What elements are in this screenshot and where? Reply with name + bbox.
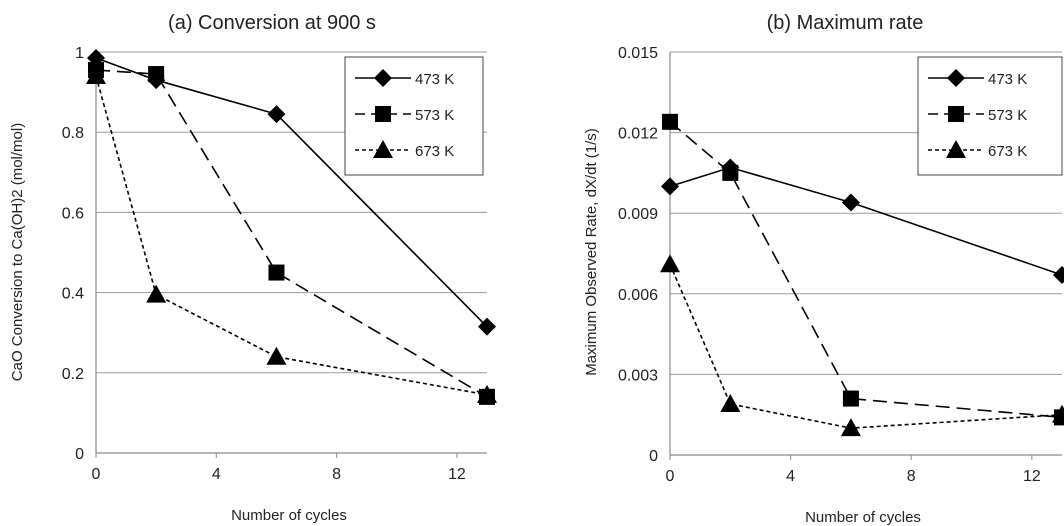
y-tick-label: 0 (649, 448, 658, 465)
legend-box (344, 56, 484, 176)
chart-b: (b) Maximum rate 0 0.003 0.006 0.009 0.012 0.0… (583, 12, 1064, 526)
legend-label: 473 K (988, 71, 1027, 88)
legend-square-marker (948, 106, 964, 122)
data-point-square (268, 264, 285, 281)
x-tick-label: 0 (666, 468, 675, 485)
legend-label: 673 K (988, 143, 1027, 160)
x-tick-label: 8 (332, 466, 341, 483)
series-line-2 (669, 263, 1063, 429)
data-point-triangle (146, 284, 167, 303)
x-tick-label: 12 (1023, 468, 1041, 485)
series-line-1 (95, 69, 488, 398)
data-point-diamond (1053, 265, 1064, 284)
data-point-diamond (841, 193, 860, 212)
data-point-diamond (478, 317, 496, 336)
y-tick-label: 1 (75, 45, 84, 62)
y-axis-label: Maximum Observed Rate, dX/dt (1/s) (583, 128, 600, 376)
chart-a: (a) Conversion at 900 s 0 0.2 0.4 0.6 0.8 1 0 4 8… (9, 12, 497, 524)
legend-box (917, 56, 1063, 176)
legend-diamond-marker (374, 69, 392, 87)
y-tick-label: 0.006 (618, 287, 658, 304)
x-tick-label: 12 (448, 466, 466, 483)
series-line-2 (95, 75, 488, 396)
y-tick-label: 0.4 (62, 286, 84, 303)
y-tick-label: 0.6 (62, 205, 84, 222)
data-point-triangle (660, 254, 680, 273)
data-point-square (662, 113, 678, 130)
data-point-triangle (720, 393, 741, 412)
series-line-0 (669, 166, 1063, 276)
data-point-square (842, 390, 859, 407)
legend-label: 573 K (415, 107, 454, 124)
chart-title: (a) Conversion at 900 s (168, 12, 376, 34)
legend-triangle-marker (946, 140, 966, 158)
x-tick-label: 8 (907, 468, 916, 485)
series-line-0 (95, 57, 488, 328)
legend-label: 473 K (415, 71, 454, 88)
legend-square-marker (375, 106, 391, 122)
data-point-square (722, 164, 739, 181)
legend-diamond-marker (947, 69, 965, 87)
x-axis-label: Number of cycles (231, 507, 347, 524)
data-point-triangle (1052, 404, 1064, 423)
data-point-diamond (661, 177, 679, 196)
y-tick-label: 0.012 (618, 126, 658, 143)
x-axis-label: Number of cycles (805, 509, 921, 526)
data-point-diamond (267, 105, 286, 124)
y-tick-label: 0.8 (62, 125, 84, 142)
y-tick-label: 0.2 (62, 366, 84, 383)
y-tick-label: 0 (75, 446, 84, 463)
data-point-triangle (477, 384, 497, 403)
data-point-triangle (840, 418, 861, 437)
legend-label: 573 K (988, 107, 1027, 124)
y-tick-label: 0.003 (618, 367, 658, 384)
x-tick-label: 4 (212, 466, 221, 483)
x-tick-label: 4 (786, 468, 795, 485)
legend: 473 K 573 K 673 K (917, 56, 1063, 176)
data-point-triangle (266, 346, 287, 365)
legend-triangle-marker (373, 140, 393, 158)
legend-label: 673 K (415, 143, 454, 160)
y-tick-label: 0.009 (618, 206, 658, 223)
y-tick-label: 0.015 (618, 45, 658, 62)
data-point-square (148, 66, 165, 83)
data-point-triangle (86, 66, 106, 85)
y-axis-label: CaO Conversion to Ca(OH)2 (mol/mol) (9, 123, 26, 381)
x-tick-label: 0 (92, 466, 101, 483)
chart-title: (b) Maximum rate (767, 12, 924, 34)
legend: 473 K 573 K 673 K (344, 56, 484, 176)
